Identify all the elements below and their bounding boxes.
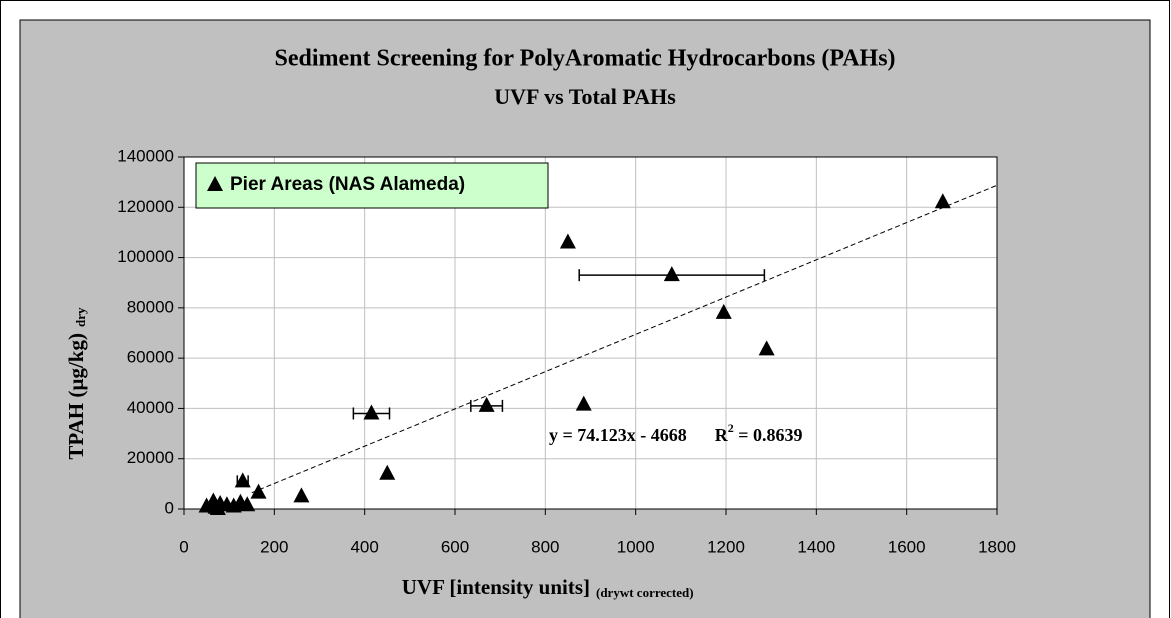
point <box>250 483 267 499</box>
x-tick-label: 1200 <box>707 537 745 556</box>
point <box>478 396 495 412</box>
point <box>715 303 732 319</box>
point <box>293 487 310 503</box>
x-axis-label-note: (drywt corrected) <box>596 585 694 600</box>
r2-value: = 0.8639 <box>734 425 803 445</box>
y-tick-label: 120000 <box>117 197 174 216</box>
plot-area <box>184 157 997 509</box>
equation: y = 74.123x - 4668 <box>549 425 687 445</box>
point <box>663 266 680 282</box>
chart-subtitle: UVF vs Total PAHs <box>494 84 676 109</box>
trendline <box>251 184 998 494</box>
r2-label: R <box>715 425 729 445</box>
point <box>363 404 380 420</box>
x-tick-label: 1000 <box>617 537 655 556</box>
y-tick-label: 40000 <box>127 398 174 417</box>
y-tick-label: 80000 <box>127 297 174 316</box>
x-axis-label: UVF [intensity units] <box>402 575 590 599</box>
y-axis-label-note: dry <box>73 307 88 327</box>
y-tick-label: 100000 <box>117 247 174 266</box>
point <box>559 233 576 249</box>
legend-label: Pier Areas (NAS Alameda) <box>230 174 465 195</box>
x-tick-label: 1400 <box>797 537 835 556</box>
y-axis-label-group: TPAH (µg/kg) dry <box>64 307 88 460</box>
point <box>234 472 251 488</box>
point <box>575 395 592 411</box>
y-tick-label: 60000 <box>127 348 174 367</box>
point <box>758 340 775 356</box>
x-tick-label: 200 <box>260 537 288 556</box>
x-tick-label: 400 <box>350 537 378 556</box>
x-tick-label: 0 <box>179 537 188 556</box>
x-tick-label: 800 <box>531 537 559 556</box>
y-tick-label: 20000 <box>127 448 174 467</box>
x-tick-label: 1600 <box>888 537 926 556</box>
y-tick-label: 0 <box>165 498 174 517</box>
legend-box <box>195 162 549 209</box>
point <box>209 500 226 515</box>
plot-border <box>183 156 998 510</box>
point <box>225 497 242 513</box>
r2-power: 2 <box>728 421 734 435</box>
y-tick-label: 140000 <box>117 146 174 165</box>
trendline-equation: y = 74.123x - 4668 R2 = 0.8639 <box>549 421 803 445</box>
x-tick-label: 600 <box>441 537 469 556</box>
point <box>379 464 396 480</box>
point <box>934 193 951 209</box>
point <box>239 496 256 512</box>
y-axis-label: TPAH (µg/kg) <box>64 333 88 460</box>
chart-title: Sediment Screening for PolyAromatic Hydr… <box>274 46 895 72</box>
x-tick-label: 1800 <box>978 537 1016 556</box>
legend: Pier Areas (NAS Alameda) <box>195 162 549 209</box>
legend-marker <box>207 176 223 191</box>
